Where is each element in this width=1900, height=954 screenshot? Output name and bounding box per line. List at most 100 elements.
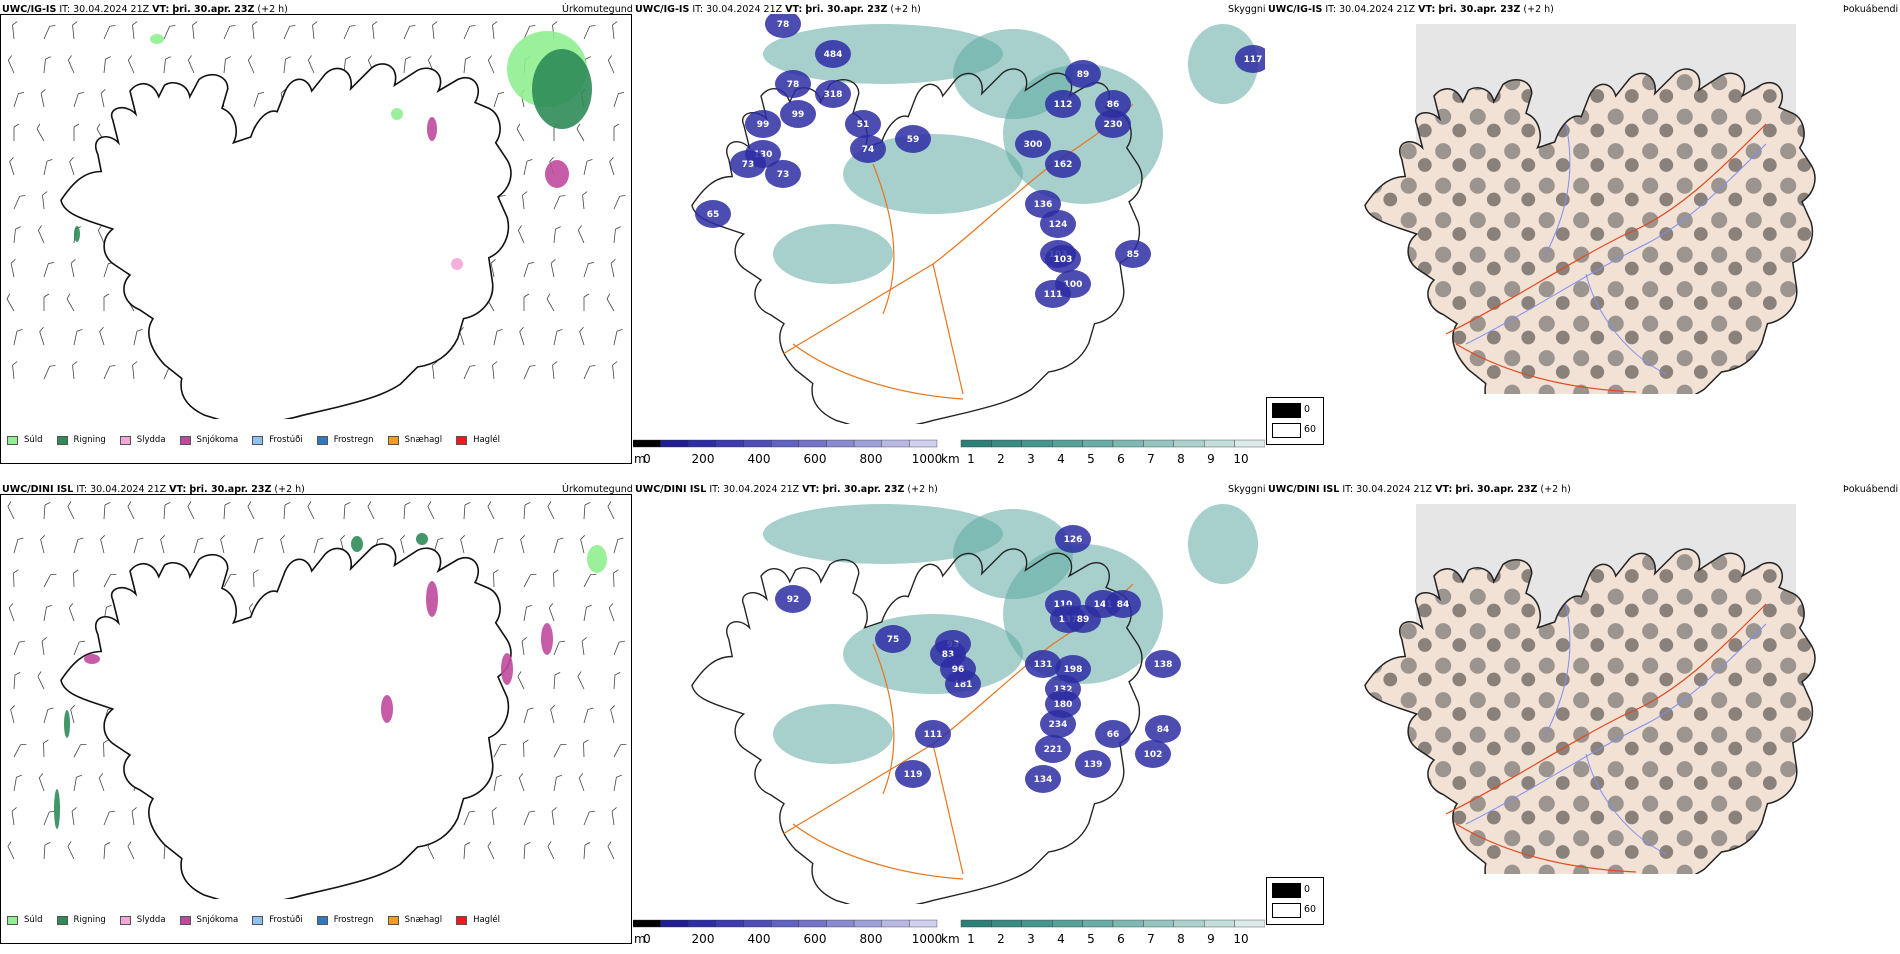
wind-barb <box>548 603 559 621</box>
visibility-map[interactable]: 1269275938318196111119110137891418413119… <box>633 494 1265 904</box>
legend-item: Rigning <box>57 915 106 925</box>
cloud-base-label: 92 <box>787 595 800 605</box>
wind-barb <box>584 604 592 622</box>
cloud-base-label: 234 <box>1049 720 1068 730</box>
precip-area <box>541 623 553 655</box>
visibility-bar-segment <box>1083 920 1113 927</box>
cloud-base-label: 318 <box>824 90 843 100</box>
fog-map[interactable] <box>1266 14 1900 394</box>
wind-barb <box>7 502 19 519</box>
legend-item: Frostregn <box>317 915 374 925</box>
wind-barb <box>40 535 49 553</box>
wind-barb <box>10 259 18 277</box>
cloud-bar-tick: 200 <box>692 452 715 466</box>
wind-barb <box>584 809 595 827</box>
wind-barb <box>14 328 22 346</box>
wind-barb <box>68 603 79 621</box>
vt-label: VT: <box>152 4 169 15</box>
wind-barb <box>164 56 171 73</box>
precip-area <box>501 653 513 685</box>
visibility-bar-tick: 10 <box>1233 932 1248 946</box>
cloud-bar-segment <box>744 920 772 927</box>
wind-barb <box>404 23 415 41</box>
wind-barb <box>524 158 532 176</box>
wind-barb <box>554 639 565 657</box>
cloud-bar-segment <box>826 920 854 927</box>
legend-label: Frostregn <box>334 915 374 925</box>
visibility-bar-tick: 3 <box>1027 452 1035 466</box>
it-label: IT: <box>1342 484 1353 495</box>
wind-barb <box>552 807 559 825</box>
legend-label: Súld <box>24 915 43 925</box>
cloud-base-label: 78 <box>777 20 790 30</box>
wind-barb <box>522 637 529 655</box>
wind-barb <box>14 226 21 243</box>
cloud-bar-segment <box>799 440 827 447</box>
cloud-base-label: 111 <box>924 730 943 740</box>
wind-barb <box>612 807 619 825</box>
wind-barb <box>67 502 79 519</box>
cloud-bar-tick: 800 <box>860 452 883 466</box>
precip-map[interactable] <box>2 499 632 899</box>
visibility-bar-tick: 3 <box>1027 932 1035 946</box>
wind-barb <box>554 193 565 211</box>
wind-barb <box>493 570 499 587</box>
wind-barb <box>614 742 626 759</box>
wind-barb <box>36 124 49 141</box>
wind-barb <box>74 91 84 109</box>
wind-barb <box>577 225 588 243</box>
wind-barb <box>280 535 289 553</box>
legend-swatch <box>57 436 68 445</box>
precip-map[interactable] <box>2 19 632 419</box>
wind-barb <box>72 362 79 379</box>
it-label: IT: <box>59 4 70 15</box>
cloud-bar-segment <box>688 920 716 927</box>
visibility-bar-tick: 5 <box>1087 932 1095 946</box>
cloud-base-label: 102 <box>1144 750 1163 760</box>
visibility-bar-segment <box>1174 440 1204 447</box>
cloud-base-label: 75 <box>887 635 900 645</box>
visibility-bar-segment <box>1052 440 1082 447</box>
coastline <box>1365 69 1815 394</box>
wind-barb <box>492 362 499 379</box>
wind-barb <box>164 502 170 519</box>
fog-map[interactable] <box>1266 494 1900 874</box>
lead-time: (+2 h) <box>890 4 920 15</box>
wind-barb <box>554 742 566 759</box>
wind-barb <box>44 158 52 176</box>
wind-barb <box>247 502 259 519</box>
wind-barb <box>614 193 625 211</box>
wind-barb <box>582 637 589 655</box>
wind-barb <box>584 23 595 41</box>
fog-panel <box>1266 14 1900 394</box>
visibility-bar-tick: 5 <box>1087 452 1095 466</box>
legend-item: Haglél <box>456 915 500 925</box>
vt-value: þri. 30.apr. 23Z <box>189 484 271 495</box>
panel-header: UWC/DINI ISL IT: 30.04.2024 21Z VT: þri.… <box>2 484 305 495</box>
wind-barb <box>487 842 499 859</box>
wind-barb <box>134 328 142 346</box>
legend-swatch <box>120 436 131 445</box>
wind-barb <box>104 294 109 311</box>
wind-barb <box>367 502 379 519</box>
cloud-bar-segment <box>633 920 661 927</box>
wind-barb <box>74 774 82 792</box>
legend-item: Snjókoma <box>180 435 239 445</box>
it-value: 30.04.2024 21Z <box>90 484 166 495</box>
wind-barb <box>607 842 619 859</box>
wind-barb <box>614 328 622 346</box>
wind-barb <box>252 22 259 39</box>
wind-barb <box>7 55 18 73</box>
wind-barb <box>187 502 199 519</box>
visibility-bar-segment <box>1143 920 1173 927</box>
wind-barb <box>69 157 79 175</box>
wind-barb <box>464 56 471 73</box>
cloud-bar-segment <box>909 440 937 447</box>
wind-barb <box>164 23 175 41</box>
cloud-bar-segment <box>633 440 661 447</box>
wind-barb <box>584 842 590 859</box>
